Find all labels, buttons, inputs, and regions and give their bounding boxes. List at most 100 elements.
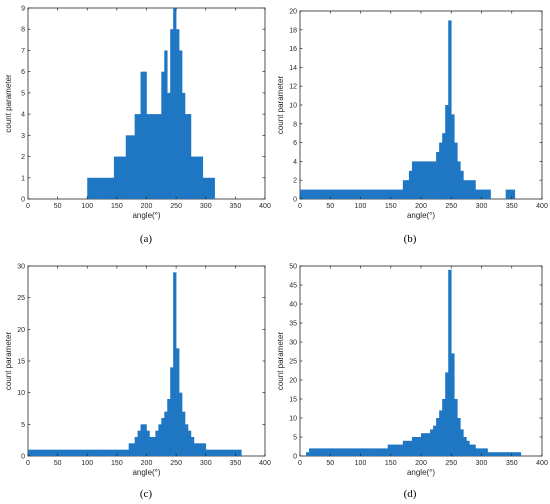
bar-b-115 <box>366 189 370 199</box>
x-tick-label-d-0: 0 <box>298 460 302 467</box>
bar-d-20 <box>309 448 313 456</box>
bar-d-70 <box>339 448 343 456</box>
x-axis-label-c: angle(°) <box>132 468 160 477</box>
x-tick-label-b-100: 100 <box>355 203 367 210</box>
bar-d-310 <box>484 448 488 456</box>
bar-d-120 <box>369 448 373 456</box>
bar-d-60 <box>333 448 337 456</box>
bar-c-115 <box>93 449 97 456</box>
bar-a-250 <box>173 8 177 199</box>
bar-c-285 <box>193 443 198 456</box>
bar-b-305 <box>481 189 485 199</box>
bar-c-205 <box>146 430 150 456</box>
bar-a-130 <box>102 177 106 199</box>
bar-a-145 <box>110 177 115 199</box>
bar-a-190 <box>137 114 141 199</box>
bar-d-135 <box>378 448 382 456</box>
x-tick-label-b-400: 400 <box>536 203 548 210</box>
x-tick-label-b-300: 300 <box>476 203 488 210</box>
y-tick-label-b-10: 10 <box>289 103 297 110</box>
bar-a-280 <box>190 156 195 199</box>
y-tick-label-b-2: 2 <box>293 178 297 185</box>
bar-a-270 <box>185 114 189 199</box>
bar-c-95 <box>81 449 85 456</box>
bar-c-225 <box>158 424 162 456</box>
bar-d-145 <box>384 448 389 456</box>
bar-c-30 <box>42 449 47 456</box>
bar-c-130 <box>102 449 106 456</box>
y-tick-label-b-6: 6 <box>293 140 297 147</box>
x-tick-label-b-0: 0 <box>298 203 302 210</box>
y-tick-label-c-0: 0 <box>21 454 25 461</box>
x-tick-label-b-50: 50 <box>326 203 334 210</box>
bar-c-280 <box>190 437 195 456</box>
x-tick-label-b-150: 150 <box>385 203 397 210</box>
bar-d-100 <box>357 448 361 456</box>
bar-b-140 <box>381 189 385 199</box>
bar-c-165 <box>122 449 127 456</box>
y-tick-label-c-25: 25 <box>17 295 25 302</box>
bar-c-105 <box>87 449 91 456</box>
y-tick-label-a-6: 6 <box>21 69 25 76</box>
y-tick-label-c-15: 15 <box>17 359 25 366</box>
bar-d-50 <box>327 448 331 456</box>
bar-c-200 <box>143 424 147 456</box>
x-tick-label-d-350: 350 <box>506 460 518 467</box>
bar-c-15 <box>33 449 38 456</box>
bar-b-85 <box>348 189 352 199</box>
bar-d-55 <box>330 448 334 456</box>
bar-d-140 <box>381 448 385 456</box>
bar-c-305 <box>205 449 210 456</box>
bar-d-205 <box>421 433 425 456</box>
y-tick-label-a-9: 9 <box>21 6 25 13</box>
bar-a-170 <box>125 135 130 199</box>
x-tick-label-c-400: 400 <box>259 460 271 467</box>
bar-c-265 <box>182 411 186 456</box>
bar-a-165 <box>122 156 127 199</box>
y-axis-label-b: count parameter <box>276 76 285 135</box>
x-tick-label-a-0: 0 <box>26 203 30 210</box>
y-tick-label-d-50: 50 <box>289 264 297 271</box>
bar-c-70 <box>66 449 70 456</box>
bar-c-80 <box>72 449 76 456</box>
bar-b-105 <box>360 189 364 199</box>
y-axis-label-c: count parameter <box>4 332 13 391</box>
bar-b-10 <box>303 189 307 199</box>
bar-c-120 <box>96 449 100 456</box>
bar-a-295 <box>199 156 204 199</box>
bar-c-230 <box>161 418 165 456</box>
bar-a-110 <box>90 177 94 199</box>
bar-b-90 <box>351 189 355 199</box>
y-tick-label-d-30: 30 <box>289 340 297 347</box>
x-tick-label-a-200: 200 <box>141 203 153 210</box>
x-tick-label-c-100: 100 <box>81 460 93 467</box>
y-tick-label-c-30: 30 <box>17 264 25 271</box>
bar-c-110 <box>90 449 94 456</box>
bar-b-300 <box>478 189 482 199</box>
bar-a-310 <box>208 177 212 199</box>
bar-a-180 <box>131 135 135 199</box>
bar-b-245 <box>445 105 449 199</box>
bar-a-135 <box>105 177 109 199</box>
x-tick-label-a-100: 100 <box>81 203 93 210</box>
bar-b-205 <box>421 161 425 199</box>
bar-d-80 <box>345 448 349 456</box>
bar-b-125 <box>372 189 376 199</box>
bar-a-215 <box>152 114 156 199</box>
x-tick-label-a-300: 300 <box>200 203 212 210</box>
bar-a-240 <box>167 92 171 199</box>
bar-d-355 <box>511 452 516 456</box>
bar-a-105 <box>87 177 91 199</box>
bar-a-255 <box>176 29 180 199</box>
bar-a-140 <box>107 177 112 199</box>
bar-d-170 <box>399 444 404 456</box>
y-tick-label-d-25: 25 <box>289 359 297 366</box>
bar-b-285 <box>469 180 473 199</box>
x-tick-label-d-250: 250 <box>445 460 457 467</box>
bar-b-185 <box>408 170 413 199</box>
bar-d-320 <box>490 452 494 456</box>
y-tick-label-d-5: 5 <box>293 435 297 442</box>
bar-c-260 <box>179 392 183 456</box>
bar-b-70 <box>339 189 343 199</box>
bar-d-305 <box>481 448 485 456</box>
